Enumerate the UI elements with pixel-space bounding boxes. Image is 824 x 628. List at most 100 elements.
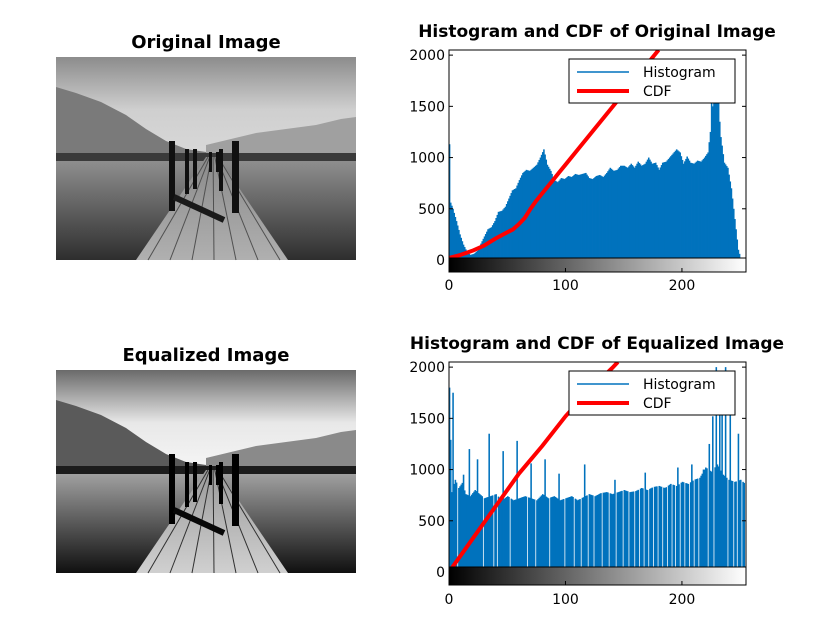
histogram-bar [638, 163, 641, 260]
histogram-bar [555, 497, 558, 572]
histogram-bar [651, 163, 654, 260]
histogram-bar [483, 236, 486, 260]
histogram-bar [646, 490, 649, 572]
histogram-bar [510, 193, 513, 260]
histogram-bar [720, 470, 722, 572]
histogram-bar [518, 180, 521, 260]
histogram-bar [606, 172, 608, 260]
histogram-bar [547, 498, 550, 572]
histogram-bar [483, 498, 486, 572]
histogram-bar [564, 179, 566, 260]
histogram-bar [617, 492, 620, 572]
y-tick-label: 1000 [409, 151, 445, 167]
histogram-bar [717, 466, 720, 572]
histogram-bar [618, 491, 621, 572]
histogram-bar [498, 497, 501, 572]
histogram-bar [467, 495, 469, 572]
histogram-bar [550, 497, 552, 572]
histogram-bar [632, 491, 635, 572]
y-tick-label: 500 [418, 514, 445, 530]
histogram-bar [651, 487, 654, 572]
histogram-bar [525, 496, 528, 572]
histogram-bar [519, 497, 522, 572]
histogram-bar [500, 499, 502, 572]
dock-post [216, 465, 219, 485]
histogram-bar [476, 459, 479, 572]
dock-plank-line [212, 156, 215, 261]
histogram-bar [688, 160, 691, 260]
histogram-bar [455, 482, 458, 572]
histogram-bar [574, 173, 577, 260]
dock-post [232, 141, 239, 213]
histogram-bar [729, 181, 732, 260]
histogram-bar [660, 486, 663, 572]
histogram-bar [738, 253, 741, 260]
histogram-bar [644, 163, 647, 260]
histogram-bar [621, 165, 623, 260]
histogram-bar [602, 492, 605, 572]
histogram-bar [585, 172, 587, 260]
histogram-bar [595, 176, 598, 260]
histogram-bar [702, 469, 705, 572]
y-tick-label: 2000 [409, 48, 445, 64]
histogram-bar [571, 177, 573, 260]
histogram-bar [719, 387, 721, 572]
histogram-bar [726, 166, 728, 260]
histogram-bar [449, 387, 451, 572]
histogram-bar [673, 485, 676, 572]
histogram-bar [585, 495, 587, 572]
x-tick-label: 100 [552, 278, 579, 294]
histogram-bar [727, 167, 729, 260]
legend-histogram-label: Histogram [643, 377, 716, 393]
histogram-bar [625, 490, 628, 572]
histogram-bar [576, 500, 579, 572]
histogram-bar [660, 165, 663, 260]
original-image [56, 57, 356, 261]
histogram-bar [487, 497, 489, 572]
histogram-bar [739, 479, 742, 572]
histogram-bar [630, 163, 633, 260]
histogram-bar [521, 497, 523, 572]
histogram-bar [631, 491, 634, 572]
histogram-bar [561, 178, 564, 260]
histogram-bar [643, 164, 645, 260]
histogram-bar [453, 212, 456, 260]
histogram-bar [625, 167, 628, 260]
histogram-bar [466, 494, 468, 572]
histogram-bar [543, 494, 545, 572]
histogram-bar [583, 173, 586, 260]
histogram-bar [652, 163, 655, 260]
dock-post [169, 141, 175, 211]
histogram-bar [639, 164, 642, 260]
histogram-bar [689, 162, 692, 260]
histogram-bar [708, 443, 711, 572]
histogram-bar [451, 205, 453, 260]
histogram-bar [459, 234, 461, 260]
histogram-bar [665, 161, 667, 260]
histogram-bar [621, 490, 623, 572]
dock-post [216, 152, 219, 172]
histogram-bar [589, 494, 592, 572]
histogram-bar [667, 158, 670, 260]
histogram-bar [675, 485, 678, 572]
histogram-bar [686, 483, 688, 572]
equalized-image [56, 370, 356, 574]
dock-plank-line [217, 156, 281, 261]
histogram-bar [737, 433, 740, 572]
histogram-bar [534, 165, 537, 260]
histogram-bar [624, 490, 627, 572]
histogram-bar [664, 162, 666, 260]
histogram-bar [613, 170, 615, 260]
histogram-bar [579, 174, 581, 260]
histogram-bar [480, 243, 482, 260]
histogram-bar [503, 498, 506, 572]
legend-cdf-label: CDF [643, 84, 672, 100]
dock-post [169, 454, 175, 524]
histogram-bar [538, 159, 541, 260]
y-tick-label: 1000 [409, 463, 445, 479]
histogram-bar [602, 177, 605, 260]
histogram-bar [458, 229, 460, 260]
histogram-bar [609, 493, 612, 572]
x-tick-label: 0 [445, 592, 454, 608]
histogram-bar [522, 172, 524, 260]
